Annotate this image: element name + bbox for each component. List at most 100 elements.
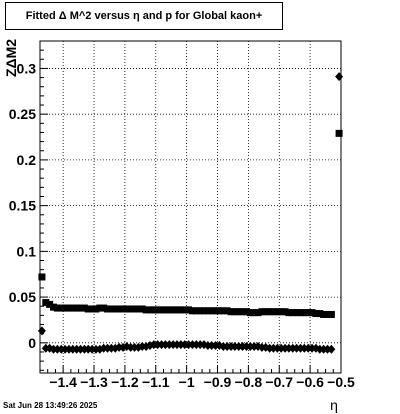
x-tick-label: −0.9 (204, 374, 232, 390)
square-marker (154, 306, 162, 314)
square-marker (165, 306, 173, 314)
x-tick-label: −1.4 (49, 374, 77, 390)
square-marker (42, 299, 50, 307)
square-marker (316, 310, 324, 318)
y-tick-label: 0.2 (17, 152, 37, 168)
square-marker (107, 305, 115, 313)
x-tick-label: −0.5 (327, 374, 355, 390)
square-marker (138, 305, 146, 313)
square-marker (142, 306, 150, 314)
square-marker (277, 308, 285, 316)
square-marker (212, 307, 220, 315)
chart-title: Fitted Δ M^2 versus η and p for Global k… (25, 10, 263, 22)
square-marker (293, 309, 301, 317)
data-layer (37, 72, 344, 354)
square-marker (204, 307, 212, 315)
square-marker (215, 307, 223, 315)
square-marker (127, 305, 135, 313)
square-marker (281, 308, 289, 316)
square-marker (296, 309, 304, 317)
square-marker (123, 305, 131, 313)
square-marker (57, 304, 65, 312)
square-marker (312, 310, 320, 318)
square-marker (77, 304, 85, 312)
square-marker (188, 307, 196, 315)
square-marker (196, 307, 204, 315)
square-marker (304, 309, 312, 317)
square-marker (227, 308, 235, 316)
datestamp: Sat Jun 28 13:49:26 2025 (3, 401, 98, 410)
square-marker (223, 307, 231, 315)
square-marker (266, 308, 274, 316)
square-marker (239, 308, 247, 316)
square-marker (111, 305, 119, 313)
diamond-marker (327, 344, 336, 354)
square-marker (289, 309, 297, 317)
square-marker (73, 304, 81, 312)
y-tick-label: 0.25 (9, 106, 36, 122)
y-tick-label: 0.05 (9, 289, 36, 305)
diamond-marker (122, 341, 131, 351)
square-marker (146, 306, 154, 314)
y-tick-label: 0 (28, 335, 36, 351)
square-marker (80, 304, 88, 312)
square-marker (38, 273, 46, 281)
square-marker (219, 307, 227, 315)
square-marker (273, 308, 281, 316)
square-marker (285, 309, 293, 317)
square-marker (250, 309, 258, 317)
square-marker (119, 305, 127, 313)
square-marker (177, 306, 185, 314)
square-marker (200, 307, 208, 315)
square-marker (258, 308, 266, 316)
square-marker (323, 310, 331, 318)
square-marker (185, 306, 193, 314)
x-tick-label: −0.8 (235, 374, 263, 390)
square-marker (61, 304, 69, 312)
square-marker (100, 304, 108, 312)
square-marker (150, 306, 158, 314)
square-marker (262, 308, 270, 316)
square-marker (231, 308, 239, 316)
square-marker (335, 129, 343, 137)
square-marker (320, 310, 328, 318)
square-marker (161, 306, 169, 314)
square-marker (46, 300, 54, 308)
x-tick-label: −1.2 (111, 374, 139, 390)
square-marker (269, 308, 277, 316)
square-marker (53, 304, 61, 312)
square-marker (50, 303, 58, 311)
square-marker (88, 305, 96, 313)
y-tick-label: 0.15 (9, 198, 36, 214)
square-marker (235, 308, 243, 316)
square-marker (158, 306, 166, 314)
square-marker (115, 305, 123, 313)
x-tick-label: −1.1 (142, 374, 170, 390)
x-tick-label: −1.3 (80, 374, 108, 390)
square-marker (134, 305, 142, 313)
diamond-marker (335, 72, 344, 82)
square-marker (300, 309, 308, 317)
square-marker (84, 305, 92, 313)
square-marker (181, 306, 189, 314)
square-marker (65, 304, 73, 312)
grid-layer (40, 41, 342, 373)
x-tick-label: −1 (179, 374, 195, 390)
y-tick-label: 0.3 (17, 60, 37, 76)
x-tick-label: −0.6 (296, 374, 324, 390)
plot-frame (39, 40, 342, 374)
square-marker (131, 305, 139, 313)
square-marker (246, 309, 254, 317)
y-tick-label: 0.1 (17, 243, 37, 259)
square-marker (192, 307, 200, 315)
square-marker (69, 304, 77, 312)
square-marker (96, 304, 104, 312)
x-axis-label: η (330, 397, 338, 413)
y-axis-label: ZΔM2 (3, 39, 19, 77)
square-marker (242, 308, 250, 316)
square-marker (327, 310, 335, 318)
square-marker (104, 305, 112, 313)
x-tick-label: −0.7 (265, 374, 293, 390)
square-marker (208, 307, 216, 315)
